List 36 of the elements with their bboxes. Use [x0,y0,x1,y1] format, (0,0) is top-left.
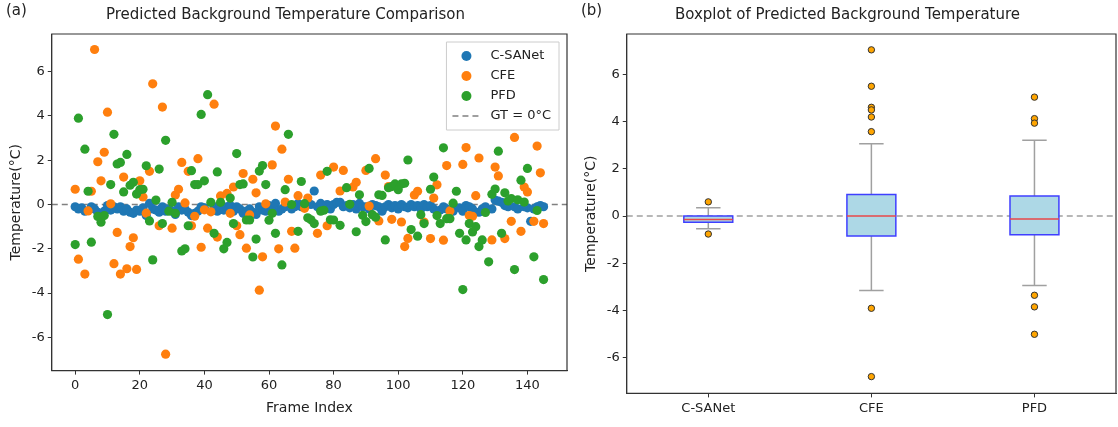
y-tick-label: 0 [611,207,620,223]
y-axis-title: Temperature(°C) [7,144,24,262]
chart-title: Predicted Background Temperature Comparison [105,4,466,23]
y-tick-label: 4 [36,107,45,123]
y-tick-label: 2 [36,151,45,167]
x-axis-title: Frame Index [266,399,353,416]
legend-label: CFE [490,67,516,83]
y-axis-title: Temperature(°C) [582,155,599,273]
y-tick-label: -2 [31,240,45,256]
y-tick-label: -6 [31,328,45,344]
x-tick-label: 120 [450,376,476,392]
legend-label: GT = 0°C [490,107,552,123]
x-tick-label: 140 [515,376,540,392]
y-tick-label: 6 [36,63,45,79]
x-tick-label: 0 [71,376,80,392]
x-tick-label: 40 [196,376,213,392]
y-tick-label: 2 [611,160,620,176]
x-tick-label: 100 [385,376,411,392]
y-tick-label: 4 [611,112,620,128]
y-tick-label: -2 [606,254,620,270]
y-tick-label: -6 [606,349,620,365]
x-tick-label: 20 [131,376,149,392]
y-tick-label: 0 [36,195,45,211]
x-tick-label: 80 [325,376,342,392]
x-tick-label: 60 [260,376,278,392]
x-tick-label: CFE [858,399,884,415]
y-tick-label: -4 [606,302,620,318]
legend-label: C-SANet [490,47,545,63]
y-tick-label: 6 [611,65,620,81]
legend-label: PFD [490,87,516,103]
x-tick-label: C-SANet [681,399,736,415]
text: (b) [581,1,603,20]
chart-title: Boxplot of Predicted Background Temperature [674,4,1021,23]
text: (a) [6,1,27,20]
x-tick-label: PFD [1021,399,1048,415]
y-tick-label: -4 [31,284,45,300]
